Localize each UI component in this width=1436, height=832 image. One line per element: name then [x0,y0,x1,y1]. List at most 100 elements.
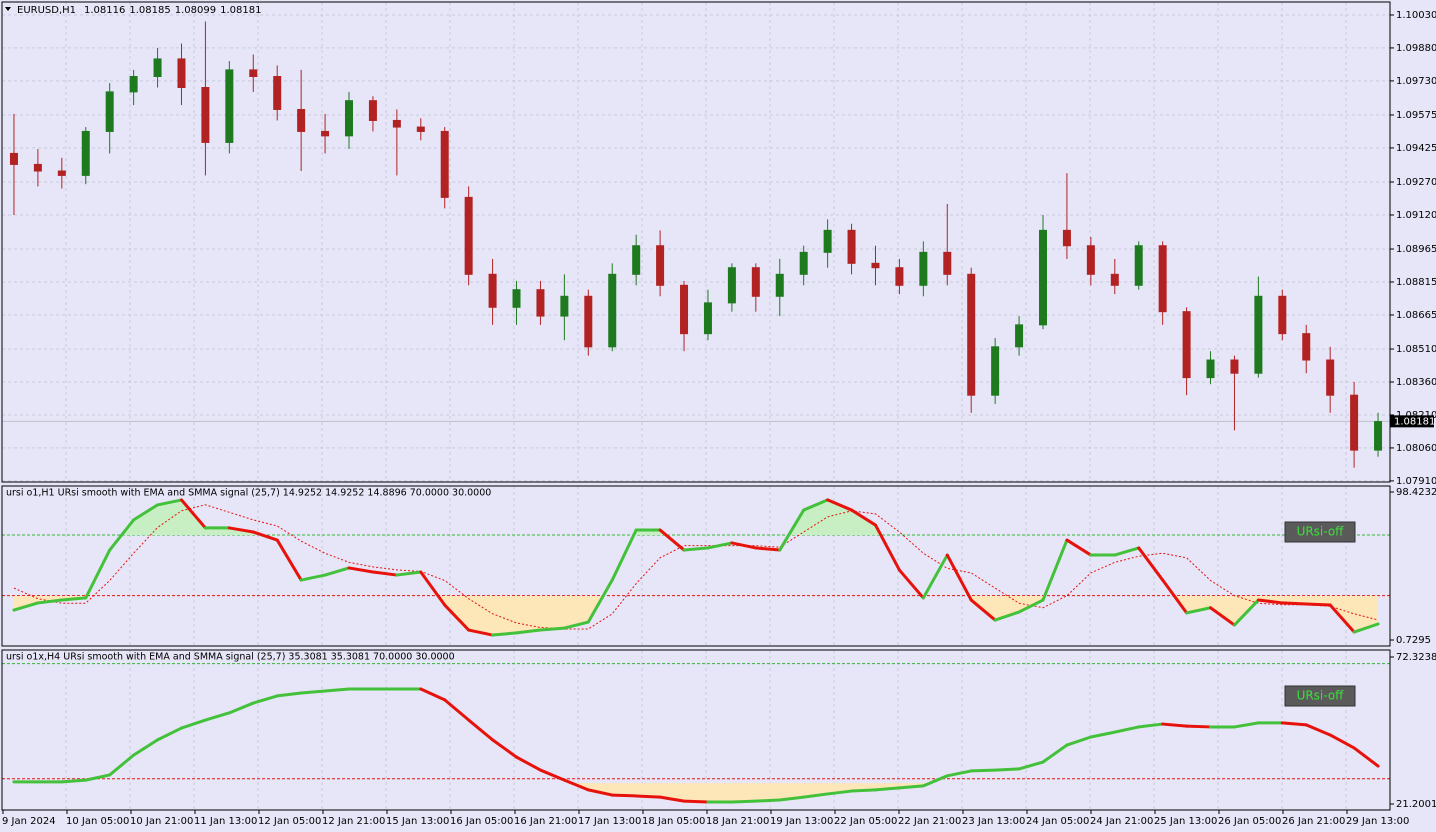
candle-body [57,170,66,176]
indicator-segment [203,711,231,722]
x-tick-label: 26 Jan 21:00 [1282,816,1345,827]
y-tick-label: 1.08360 [1396,377,1436,388]
indicator-segment [419,687,447,702]
candle-body [464,196,473,275]
button-label: URsi-off [1297,525,1345,539]
candle-body [536,289,545,317]
indicator-segment [1161,578,1189,615]
indicator-segment [1161,722,1189,728]
x-tick-label: 15 Jan 13:00 [386,816,449,827]
candle-body [1158,245,1167,313]
indicator-segment [1041,538,1069,602]
indicator-segment [1185,724,1213,729]
indicator-segment [969,598,997,622]
indicator-segment [1352,746,1380,768]
indicator-segment [1089,730,1117,739]
button-label: URsi-off [1297,689,1345,703]
indicator-segment [1232,598,1260,627]
indicator-segment [251,694,279,705]
indicator-segment [108,753,136,777]
candle-body [1230,359,1239,374]
header-value: 1.08116 [84,5,125,16]
indicator-segment [802,792,830,799]
indicator-segment [1137,722,1165,729]
indicator-segment [60,778,88,784]
candle-body [1254,295,1263,374]
indicator-segment [371,570,399,577]
indicator-segment [1304,602,1332,607]
candle-body [656,245,665,286]
indicator-segment [1304,723,1332,737]
candle-body [297,108,306,132]
x-tick-label: 17 Jan 13:00 [578,816,641,827]
header-value: 1.08185 [129,5,170,16]
indicator-segment [826,498,854,512]
indicator-segment [993,610,1021,622]
indicator-segment [945,769,973,778]
indicator-segment [275,691,303,698]
indicator-segment [1065,735,1093,747]
indicator-segment [467,628,495,637]
indicator-segment [1041,743,1069,764]
candle-body [1206,359,1215,379]
indicator-segment [395,570,423,577]
candle-body [33,163,42,172]
indicator-title: ursi o1x,H4 URsi smooth with EMA and SMM… [6,652,455,663]
candle-body [1182,311,1191,379]
candle-body [727,267,736,304]
candle-body [225,69,234,143]
indicator-segment [1209,606,1236,627]
y-tick-label: 1.08665 [1396,310,1436,321]
candle-body [105,91,114,132]
indicator-segment [491,631,519,637]
indicator-title: ursi o1,H1 URsi smooth with EMA and SMMA… [6,488,491,499]
x-tick-label: 24 Jan 21:00 [1090,816,1153,827]
candle-body [680,284,689,335]
candle-body [799,251,808,275]
candle-body [1278,295,1287,335]
indicator-segment [730,541,758,550]
indicator-segment [850,788,877,793]
candle-body [871,262,880,269]
indicator-segment [1185,606,1213,615]
indicator-segment [1017,598,1045,614]
y-tick-label: 1.08965 [1396,244,1436,255]
panel-border [1,1,1391,483]
indicator-segment [850,508,877,527]
candle-body [273,76,282,110]
indicator-segment [1280,721,1308,727]
indicator-segment [610,528,638,582]
x-tick-label: 16 Jan 05:00 [450,816,513,827]
indicator-segment [993,767,1021,772]
candle-body [368,100,377,121]
indicator-segment [921,774,949,788]
indicator-segment [1352,622,1380,634]
candle-body [177,58,186,88]
indicator-segment [132,738,160,757]
candle-body [153,58,162,78]
button[interactable] [1284,685,1356,707]
candle-body [1015,324,1024,348]
indicator-segment [802,498,830,512]
y-tick-label: 1.09270 [1396,177,1436,188]
candle-body [1086,245,1095,275]
candle-body [488,273,497,308]
indicator-segment [658,795,686,803]
indicator-segment [1137,546,1165,582]
candle-body [1374,421,1383,451]
candle-body [775,273,784,297]
indicator-segment [897,568,925,600]
button[interactable] [1284,521,1356,543]
candle-body [1134,245,1143,286]
candle-body [201,86,210,143]
candle-body [1062,229,1071,247]
indicator-segment [778,795,806,802]
indicator-segment [682,546,710,552]
y-tick-label: 21.2001 [1396,799,1436,810]
y-tick-label: 1.09120 [1396,210,1436,221]
indicator-segment [467,718,495,742]
indicator-segment [156,498,183,507]
indicator-segment [515,628,542,635]
candle-body [392,119,401,128]
